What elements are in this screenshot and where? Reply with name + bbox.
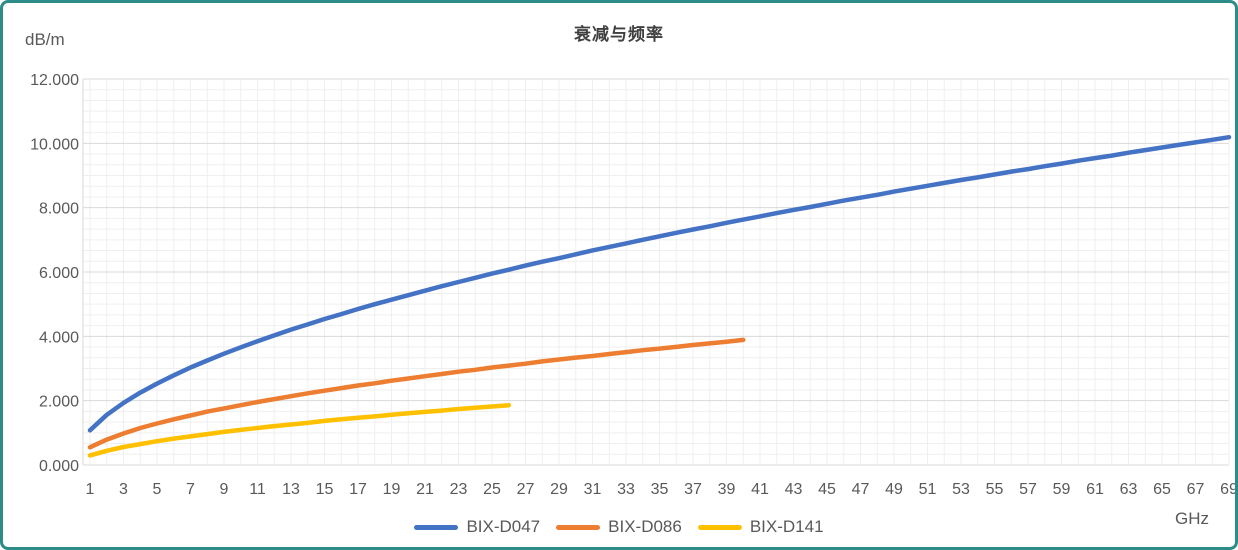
x-tick-label: 7 xyxy=(186,481,195,498)
x-tick-label: 41 xyxy=(751,481,769,498)
legend-line-swatch xyxy=(556,524,601,530)
x-tick-label: 13 xyxy=(282,481,300,498)
x-tick-label: 37 xyxy=(684,481,702,498)
x-tick-label: 1 xyxy=(86,481,95,498)
x-tick-label: 27 xyxy=(517,481,535,498)
x-tick-label: 59 xyxy=(1053,481,1071,498)
x-tick-label: 23 xyxy=(450,481,468,498)
legend-line-swatch xyxy=(697,524,742,530)
x-tick-label: 49 xyxy=(885,481,903,498)
x-tick-label: 47 xyxy=(852,481,870,498)
legend-label: BIX-D047 xyxy=(466,517,541,536)
x-tick-label: 39 xyxy=(718,481,736,498)
legend-item-BIX-D141[interactable]: BIX-D141 xyxy=(697,517,824,537)
x-tick-label: 21 xyxy=(416,481,434,498)
y-axis-unit-label: dB/m xyxy=(25,30,65,49)
x-tick-label: 55 xyxy=(986,481,1004,498)
x-tick-label: 51 xyxy=(919,481,937,498)
x-tick-label: 5 xyxy=(153,481,162,498)
x-tick-label: 53 xyxy=(952,481,970,498)
x-tick-label: 15 xyxy=(316,481,334,498)
legend-label: BIX-D086 xyxy=(608,517,682,536)
y-tick-label: 6.000 xyxy=(39,265,79,282)
x-tick-label: 25 xyxy=(483,481,501,498)
x-tick-label: 45 xyxy=(818,481,836,498)
y-tick-label: 8.000 xyxy=(39,201,79,218)
x-tick-label: 61 xyxy=(1086,481,1104,498)
x-tick-label: 33 xyxy=(617,481,635,498)
legend-label: BIX-D141 xyxy=(749,517,824,536)
x-tick-label: 57 xyxy=(1019,481,1037,498)
x-tick-label: 65 xyxy=(1153,481,1171,498)
x-tick-label: 67 xyxy=(1187,481,1205,498)
series-line-BIX-D086 xyxy=(87,337,746,450)
x-tick-label: 17 xyxy=(349,481,367,498)
series-line-BIX-D047 xyxy=(87,134,1232,433)
x-tick-label: 19 xyxy=(383,481,401,498)
x-tick-label: 31 xyxy=(584,481,602,498)
x-tick-label: 3 xyxy=(119,481,128,498)
y-tick-label: 0.000 xyxy=(39,458,79,475)
y-tick-label: 10.000 xyxy=(30,136,79,153)
x-axis-unit-label: GHz xyxy=(1175,509,1209,528)
x-tick-label: 11 xyxy=(249,481,266,498)
y-tick-label: 4.000 xyxy=(39,329,79,346)
legend-item-BIX-D086[interactable]: BIX-D086 xyxy=(556,517,682,537)
legend-line-swatch xyxy=(414,524,459,530)
chart-title: 衰减与频率 xyxy=(574,25,664,44)
y-tick-label: 12.000 xyxy=(30,72,79,89)
y-tick-label: 2.000 xyxy=(39,394,79,411)
x-tick-label: 69 xyxy=(1220,481,1238,498)
x-tick-label: 9 xyxy=(220,481,229,498)
x-tick-label: 35 xyxy=(651,481,669,498)
x-tick-label: 63 xyxy=(1120,481,1138,498)
x-tick-label: 43 xyxy=(785,481,803,498)
legend-item-BIX-D047[interactable]: BIX-D047 xyxy=(414,517,540,537)
legend: BIX-D047 BIX-D086 BIX-D141 xyxy=(3,517,1235,537)
x-tick-label: 29 xyxy=(550,481,568,498)
series-line-BIX-D141 xyxy=(87,402,512,458)
